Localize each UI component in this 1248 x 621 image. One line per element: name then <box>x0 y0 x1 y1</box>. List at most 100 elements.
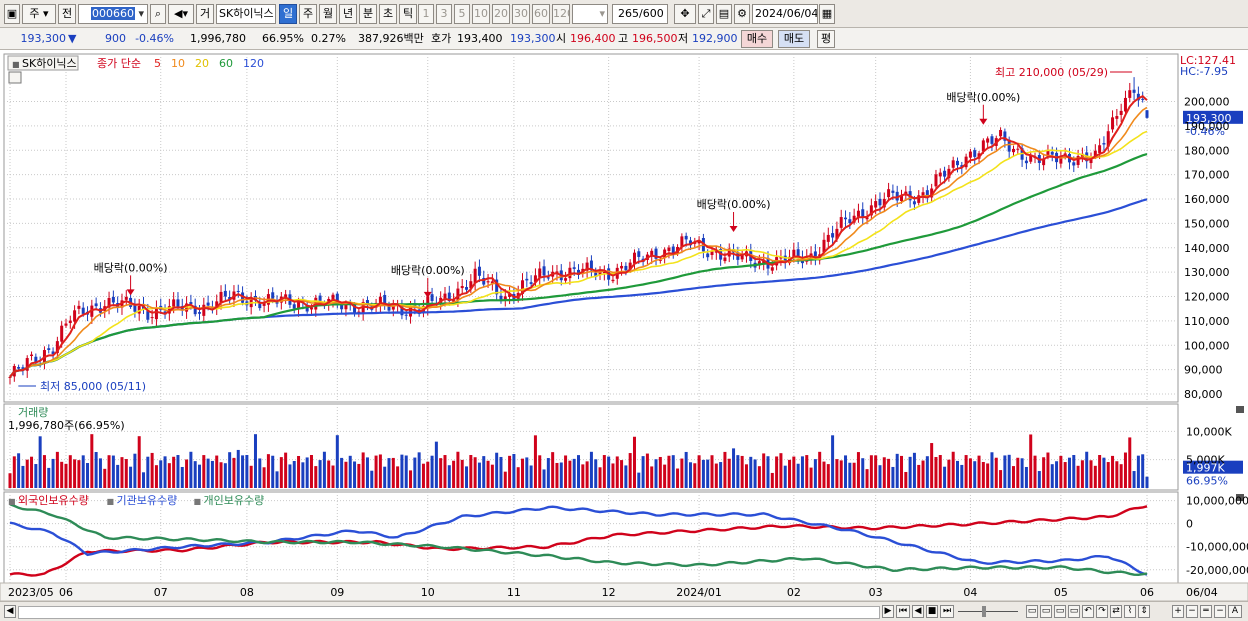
x-axis-label: 05 <box>1054 586 1068 599</box>
volume-percent: 66.95% <box>262 32 304 45</box>
interval-120-button[interactable]: 120 <box>552 4 570 24</box>
interval-custom-dropdown[interactable]: ▾ <box>572 4 608 24</box>
last-page-icon[interactable]: ⏭ <box>940 605 954 618</box>
scale-icon[interactable]: ⇕ <box>1138 605 1150 618</box>
candle-body <box>202 304 206 316</box>
price-tick-label: 120,000 <box>1184 291 1230 304</box>
candle-body <box>172 299 176 307</box>
search-icon[interactable]: ⌕ <box>150 4 166 24</box>
volume-bar <box>813 459 817 488</box>
volume-bar <box>253 434 257 488</box>
period-year-button[interactable]: 년 <box>339 4 357 24</box>
volume-bar <box>64 463 68 488</box>
font-size-icon[interactable]: A <box>1228 605 1242 618</box>
volume-bar <box>1046 452 1050 488</box>
calendar-icon[interactable]: ▦ <box>819 4 835 24</box>
volume-bar <box>499 456 503 488</box>
save-icon[interactable]: ▤ <box>716 4 732 24</box>
draw-icon[interactable]: ⤢ <box>698 4 714 24</box>
high-price: 196,500 <box>632 32 678 45</box>
undo-icon[interactable]: ↶ <box>1082 605 1094 618</box>
volume-bar <box>1093 465 1097 488</box>
crosshair-icon[interactable]: ✥ <box>674 4 696 24</box>
eval-button[interactable]: 평 <box>817 30 835 48</box>
minus-icon[interactable]: − <box>1214 605 1226 618</box>
volume-bar <box>309 455 313 488</box>
stock-code-input[interactable]: 000660 ▾ <box>78 4 148 24</box>
view-option-4-icon[interactable]: ▭ <box>1068 605 1080 618</box>
period-month-button[interactable]: 월 <box>319 4 337 24</box>
volume-bar <box>1141 454 1145 488</box>
volume-bar <box>1132 471 1136 488</box>
volume-bar <box>331 465 335 488</box>
candle-body <box>968 151 972 158</box>
zoom-slider-handle[interactable] <box>982 606 986 617</box>
gear-icon[interactable]: ⚙ <box>734 4 750 24</box>
reset-icon[interactable]: ═ <box>1200 605 1212 618</box>
volume-bar <box>533 435 537 488</box>
period-minute-button[interactable]: 분 <box>359 4 377 24</box>
volume-bar <box>925 456 929 488</box>
volume-bar <box>564 455 568 488</box>
holding-panel-close-icon[interactable] <box>1236 494 1244 501</box>
interval-60-button[interactable]: 60 <box>532 4 550 24</box>
period-day-button[interactable]: 일 <box>279 4 297 24</box>
prev-button[interactable]: 전 <box>58 4 76 24</box>
volume-bar <box>1024 466 1028 488</box>
play-back-icon[interactable]: ◀ <box>912 605 924 618</box>
candle-body <box>378 296 382 305</box>
date-field[interactable]: 2024/06/04 <box>752 4 818 24</box>
interval-1-button[interactable]: 1 <box>418 4 434 24</box>
link-icon[interactable]: ⇄ <box>1110 605 1122 618</box>
view-option-2-icon[interactable]: ▭ <box>1040 605 1052 618</box>
scroll-left-arrow-icon[interactable]: ◀ <box>4 605 16 618</box>
volume-bar <box>947 459 951 488</box>
period-second-button[interactable]: 초 <box>379 4 397 24</box>
volume-bar <box>882 457 886 488</box>
interval-10-button[interactable]: 10 <box>472 4 490 24</box>
candle-body <box>620 265 624 269</box>
zoom-out-icon[interactable]: − <box>1186 605 1198 618</box>
scroll-track[interactable] <box>18 606 880 619</box>
buy-button[interactable]: 매수 <box>741 30 773 48</box>
table-icon[interactable] <box>8 71 22 84</box>
sell-button[interactable]: 매도 <box>778 30 810 48</box>
stop-icon[interactable]: ■ <box>926 605 938 618</box>
volume-current-tag <box>1183 460 1243 474</box>
volume-bar <box>977 455 981 488</box>
tool-icon[interactable]: ⌇ <box>1124 605 1136 618</box>
stock-name-field[interactable]: SK하이닉스 <box>216 4 276 24</box>
volume-tick-label: 5,000K <box>1186 454 1225 467</box>
stock-chart[interactable]: ■ SK하이닉스 종가 단순 5 10 20 60 120 LC:127.41HC:-7.951… <box>0 50 1248 601</box>
period-tick-button[interactable]: 틱 <box>399 4 417 24</box>
interval-20-button[interactable]: 20 <box>492 4 510 24</box>
window-icon[interactable]: ▣ <box>4 4 20 24</box>
count-field[interactable]: 265/600 <box>612 4 668 24</box>
view-option-3-icon[interactable]: ▭ <box>1054 605 1066 618</box>
volume-bar <box>305 457 309 488</box>
chart-type-dropdown[interactable]: 주 ▾ <box>22 4 56 24</box>
candle-body <box>521 280 525 294</box>
stock-label: SK하이닉스 <box>22 56 77 70</box>
zoom-slider[interactable] <box>958 611 1018 612</box>
interval-30-button[interactable]: 30 <box>512 4 530 24</box>
ge-button[interactable]: 거 <box>196 4 214 24</box>
volume-bar <box>852 462 856 488</box>
candle-body <box>1119 110 1123 115</box>
speaker-icon[interactable]: ◀▾ <box>168 4 194 24</box>
volume-bar <box>869 455 873 488</box>
ma-5-line <box>9 94 1148 378</box>
volume-bar <box>908 456 912 488</box>
redo-icon[interactable]: ↷ <box>1096 605 1108 618</box>
scroll-right-arrow-icon[interactable]: ▶ <box>882 605 894 618</box>
interval-5-button[interactable]: 5 <box>454 4 470 24</box>
zoom-in-icon[interactable]: + <box>1172 605 1184 618</box>
first-page-icon[interactable]: ⏮ <box>896 605 910 618</box>
chart-type-label: 주 <box>29 7 40 20</box>
view-option-1-icon[interactable]: ▭ <box>1026 605 1038 618</box>
volume-panel-close-icon[interactable] <box>1236 406 1244 413</box>
candle-body <box>1128 90 1132 98</box>
volume-bar <box>878 465 882 488</box>
interval-3-button[interactable]: 3 <box>436 4 452 24</box>
period-week-button[interactable]: 주 <box>299 4 317 24</box>
